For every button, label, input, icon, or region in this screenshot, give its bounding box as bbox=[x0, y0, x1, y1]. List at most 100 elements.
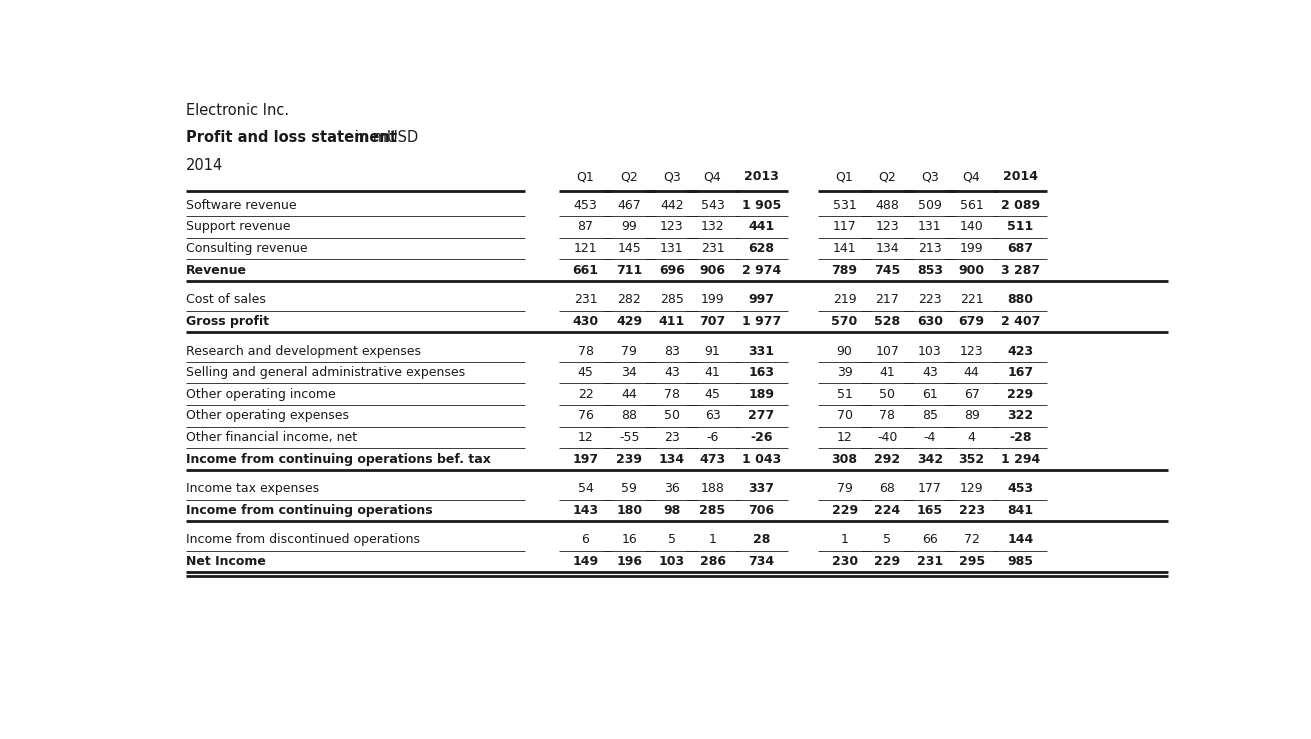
Text: 679: 679 bbox=[958, 315, 985, 328]
Text: 1 905: 1 905 bbox=[742, 199, 781, 212]
Text: 34: 34 bbox=[621, 366, 637, 379]
Text: 88: 88 bbox=[621, 409, 637, 423]
Text: 5: 5 bbox=[884, 534, 891, 546]
Text: Net Income: Net Income bbox=[186, 555, 266, 568]
Text: 229: 229 bbox=[874, 555, 901, 568]
Text: 352: 352 bbox=[958, 452, 985, 466]
Text: 43: 43 bbox=[922, 366, 937, 379]
Text: 2 407: 2 407 bbox=[1000, 315, 1040, 328]
Text: 180: 180 bbox=[616, 504, 642, 517]
Text: Cost of sales: Cost of sales bbox=[186, 293, 266, 306]
Text: 295: 295 bbox=[958, 555, 985, 568]
Text: 561: 561 bbox=[960, 199, 983, 212]
Text: 985: 985 bbox=[1007, 555, 1033, 568]
Text: 282: 282 bbox=[617, 293, 641, 306]
Text: 78: 78 bbox=[880, 409, 895, 423]
Text: 123: 123 bbox=[876, 220, 899, 234]
Text: 285: 285 bbox=[700, 504, 725, 517]
Text: 91: 91 bbox=[704, 344, 721, 358]
Text: 165: 165 bbox=[916, 504, 943, 517]
Text: 121: 121 bbox=[574, 242, 598, 255]
Text: 79: 79 bbox=[621, 344, 637, 358]
Text: 44: 44 bbox=[621, 388, 637, 401]
Text: Revenue: Revenue bbox=[186, 264, 248, 276]
Text: 54: 54 bbox=[578, 483, 594, 495]
Text: 331: 331 bbox=[749, 344, 775, 358]
Text: 223: 223 bbox=[918, 293, 941, 306]
Text: 117: 117 bbox=[832, 220, 856, 234]
Text: 543: 543 bbox=[700, 199, 725, 212]
Text: 44: 44 bbox=[964, 366, 979, 379]
Text: 2 089: 2 089 bbox=[1000, 199, 1040, 212]
Text: 131: 131 bbox=[918, 220, 941, 234]
Text: 230: 230 bbox=[831, 555, 857, 568]
Text: 231: 231 bbox=[916, 555, 943, 568]
Text: 411: 411 bbox=[658, 315, 686, 328]
Text: 630: 630 bbox=[916, 315, 943, 328]
Text: 509: 509 bbox=[918, 199, 941, 212]
Text: 531: 531 bbox=[832, 199, 856, 212]
Text: 143: 143 bbox=[573, 504, 599, 517]
Text: 68: 68 bbox=[880, 483, 895, 495]
Text: Q3: Q3 bbox=[663, 171, 680, 183]
Text: 123: 123 bbox=[960, 344, 983, 358]
Text: 2 974: 2 974 bbox=[742, 264, 781, 276]
Text: 103: 103 bbox=[918, 344, 941, 358]
Text: 734: 734 bbox=[749, 555, 775, 568]
Text: 231: 231 bbox=[574, 293, 598, 306]
Text: 140: 140 bbox=[960, 220, 983, 234]
Text: Other operating expenses: Other operating expenses bbox=[186, 409, 349, 423]
Text: 90: 90 bbox=[836, 344, 852, 358]
Text: Consulting revenue: Consulting revenue bbox=[186, 242, 308, 255]
Text: 134: 134 bbox=[876, 242, 899, 255]
Text: Software revenue: Software revenue bbox=[186, 199, 296, 212]
Text: 453: 453 bbox=[1007, 483, 1033, 495]
Text: 98: 98 bbox=[663, 504, 680, 517]
Text: 441: 441 bbox=[749, 220, 775, 234]
Text: 853: 853 bbox=[916, 264, 943, 276]
Text: Electronic Inc.: Electronic Inc. bbox=[186, 103, 290, 118]
Text: 528: 528 bbox=[874, 315, 901, 328]
Text: Income from discontinued operations: Income from discontinued operations bbox=[186, 534, 421, 546]
Text: 39: 39 bbox=[836, 366, 852, 379]
Text: 87: 87 bbox=[578, 220, 594, 234]
Text: 36: 36 bbox=[663, 483, 680, 495]
Text: -55: -55 bbox=[619, 431, 640, 444]
Text: 292: 292 bbox=[874, 452, 901, 466]
Text: 78: 78 bbox=[663, 388, 680, 401]
Text: 59: 59 bbox=[621, 483, 637, 495]
Text: Other financial income, net: Other financial income, net bbox=[186, 431, 358, 444]
Text: Income from continuing operations: Income from continuing operations bbox=[186, 504, 433, 517]
Text: 423: 423 bbox=[1007, 344, 1033, 358]
Text: Income tax expenses: Income tax expenses bbox=[186, 483, 320, 495]
Text: 453: 453 bbox=[574, 199, 598, 212]
Text: 229: 229 bbox=[1007, 388, 1033, 401]
Text: 1: 1 bbox=[708, 534, 717, 546]
Text: -40: -40 bbox=[877, 431, 898, 444]
Text: 99: 99 bbox=[621, 220, 637, 234]
Text: 167: 167 bbox=[1007, 366, 1033, 379]
Text: 1 294: 1 294 bbox=[1000, 452, 1040, 466]
Text: 66: 66 bbox=[922, 534, 937, 546]
Text: 342: 342 bbox=[916, 452, 943, 466]
Text: 511: 511 bbox=[1007, 220, 1033, 234]
Text: 1 977: 1 977 bbox=[742, 315, 781, 328]
Text: 16: 16 bbox=[621, 534, 637, 546]
Text: 285: 285 bbox=[659, 293, 684, 306]
Text: 442: 442 bbox=[659, 199, 684, 212]
Text: 131: 131 bbox=[659, 242, 684, 255]
Text: 223: 223 bbox=[958, 504, 985, 517]
Text: 841: 841 bbox=[1007, 504, 1033, 517]
Text: 41: 41 bbox=[880, 366, 895, 379]
Text: 145: 145 bbox=[617, 242, 641, 255]
Text: 103: 103 bbox=[659, 555, 684, 568]
Text: 28: 28 bbox=[753, 534, 770, 546]
Text: Q1: Q1 bbox=[835, 171, 853, 183]
Text: 43: 43 bbox=[663, 366, 680, 379]
Text: 4: 4 bbox=[968, 431, 975, 444]
Text: 219: 219 bbox=[832, 293, 856, 306]
Text: 467: 467 bbox=[617, 199, 641, 212]
Text: 67: 67 bbox=[964, 388, 979, 401]
Text: 22: 22 bbox=[578, 388, 594, 401]
Text: 239: 239 bbox=[616, 452, 642, 466]
